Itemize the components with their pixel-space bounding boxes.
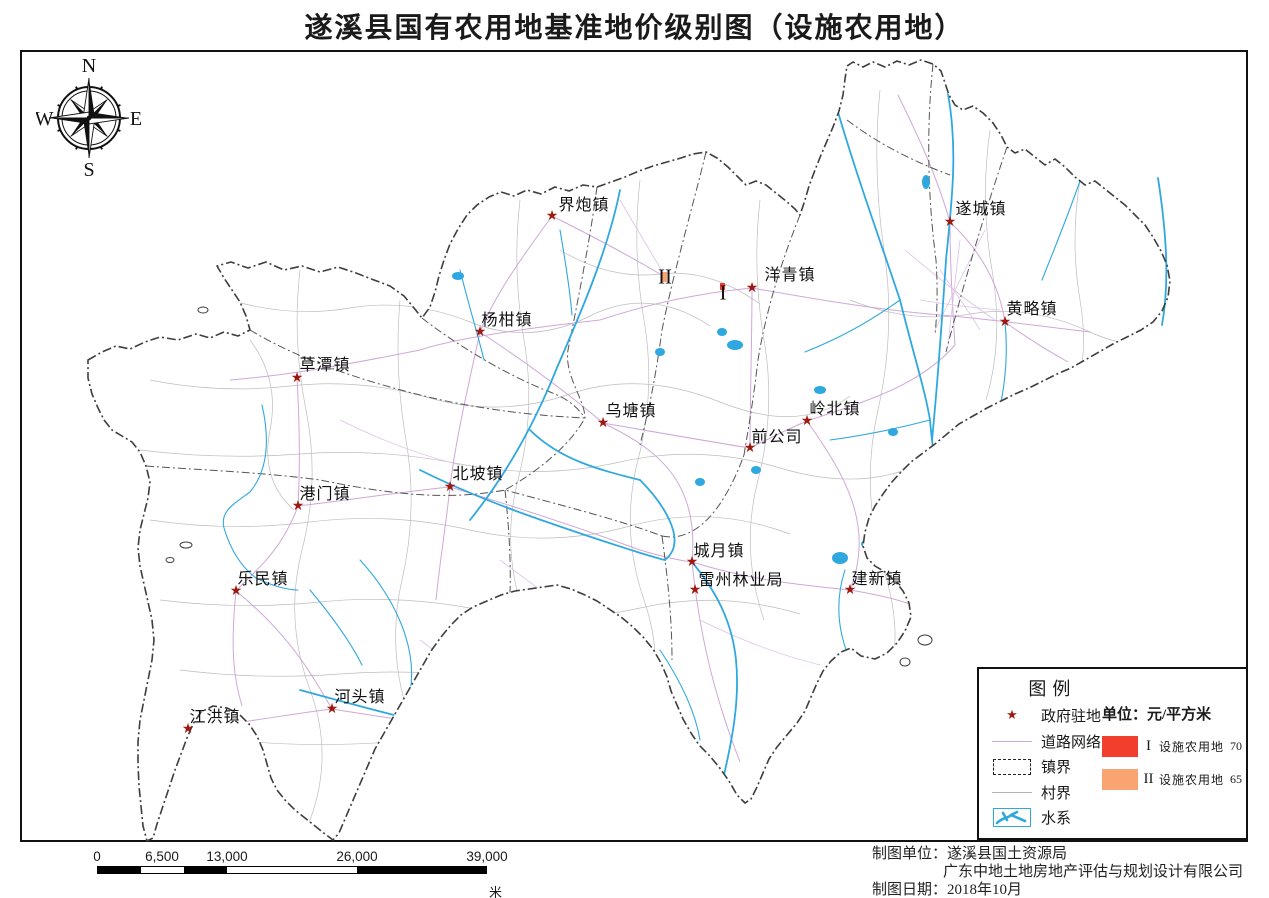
town-label: 草潭镇 [299,357,351,374]
legend-row-label: 水系 [1041,811,1072,828]
town-label: 黄略镇 [1006,301,1058,318]
scale-bar-strip: 米 [97,866,502,898]
town-label: 乌塘镇 [605,403,657,420]
legend-price-column: 单位：元/平方米 I 设施农用地 70 II 设施农用地 65 [1102,703,1242,790]
government-seat-star-icon: ★ [291,498,305,514]
scale-bar-tick-label: 26,000 [336,849,378,864]
legend-row-label: 道路网络 [1041,734,1102,751]
maker-label: 制图单位： [872,846,948,862]
page-title: 遂溪县国有农用地基准地价级别图（设施农用地） [304,13,965,44]
government-seat-star-icon: ★ [545,208,559,224]
legend-row-label: 政府驻地 [1041,709,1102,726]
legend-row-label: 镇界 [1041,760,1072,777]
price-zone-numeral: I [719,280,727,305]
government-seat-star-icon: ★ [998,314,1012,330]
scale-bar-unit: 米 [489,885,503,898]
government-seat-star-icon: ★ [290,370,304,386]
government-seat-star-icon: ★ [800,413,814,429]
government-seat-star-icon: ★ [473,324,487,340]
town-label: 前公司 [751,429,803,446]
legend: 图例 ★ 政府驻地道路网络镇界村界水系 单位：元/平方米 I 设施农用地 70 II 设施… [977,667,1248,840]
government-seat-star-icon: ★ [325,701,339,717]
town-label: 建新镇 [851,571,903,588]
legend-road-line-icon [992,740,1032,742]
price-zone-numeral: II [658,264,672,289]
price-zone-patch [662,272,667,282]
town-label: 港门镇 [299,486,351,503]
legend-symbol-column: ★ 政府驻地道路网络镇界村界水系 [991,703,1111,831]
price-level-value: 70 [1230,739,1242,753]
price-level-numeral: I [1145,738,1151,754]
government-seat-star-icon: ★ [596,415,610,431]
legend-row-road: 道路网络 [991,729,1111,755]
credits: 制图单位：遂溪县国土资源局 广东中地土地房地产评估与规划设计有限公司 制图日期：… [872,845,1243,898]
government-seat-star-icon: ★ [688,582,702,598]
legend-row-village-boundary: 村界 [991,780,1111,806]
date-label: 制图日期： [872,882,948,898]
map-date: 2018年10月 [947,882,1023,898]
government-seat-star-icon: ★ [843,582,857,598]
government-seat-star-icon: ★ [685,554,699,570]
compass-e: E [130,108,142,130]
price-level-label: 设施农用地 [1158,740,1224,754]
town-label: 杨柑镇 [481,312,533,329]
compass-s: S [83,159,94,181]
compass-ticks [57,86,121,150]
town-label: 遂城镇 [955,201,1007,218]
scale-bar-segment [98,867,142,873]
legend-unit-label: 单位：元/平方米 [1102,707,1212,723]
government-seat-star-icon: ★ [943,214,957,230]
town-label: 河头镇 [334,689,386,706]
scale-bar-tick-label: 0 [93,849,101,864]
government-seat-star-icon: ★ [443,479,457,495]
price-zone-patch [720,283,725,290]
maker-name-2: 广东中地土地房地产评估与规划设计有限公司 [943,864,1244,880]
town-label: 北坡镇 [452,466,504,483]
legend-price-level-II: II 设施农用地 65 [1102,769,1242,790]
legend-row-gov: ★ 政府驻地 [991,703,1111,729]
price-level-value: 65 [1230,772,1242,786]
scale-bar-segment [356,867,486,873]
town-label: 城月镇 [693,543,745,560]
legend-row-water: 水系 [991,805,1111,831]
legend-row-label: 村界 [1041,785,1072,802]
price-level-swatch [1102,736,1138,757]
compass-w: W [36,108,54,130]
legend-price-level-I: I 设施农用地 70 [1102,736,1242,757]
legend-water-icon [993,808,1031,828]
legend-town-boundary-icon [993,758,1031,775]
price-level-swatch [1102,769,1138,790]
legend-row-town-boundary: 镇界 [991,754,1111,780]
scale-bar-tick-label: 39,000 [466,849,508,864]
town-label: 界炮镇 [558,197,610,214]
town-label: 洋青镇 [764,267,816,284]
scale-bar-segment [227,867,357,873]
compass-rose: N S W E [36,55,142,181]
government-seat-star-icon: ★ [181,721,195,737]
scale-bar: 0 6,500 13,000 26,000 39,000 米 [93,849,507,898]
price-level-label: 设施农用地 [1158,773,1224,787]
town-label: 乐民镇 [237,571,289,588]
price-level-numeral: II [1143,771,1154,787]
scale-bar-tick-label: 6,500 [145,849,179,864]
government-seat-star-icon: ★ [229,583,243,599]
government-seat-star-icon: ★ [743,440,757,456]
maker-name: 遂溪县国土资源局 [947,846,1068,862]
government-seat-star-icon: ★ [745,280,759,296]
scale-bar-segment [184,867,228,873]
legend-village-boundary-icon [992,791,1032,793]
legend-title: 图例 [1028,679,1077,699]
compass-n: N [82,55,96,77]
town-label: 岭北镇 [809,401,861,418]
town-label: 江洪镇 [189,709,241,726]
town-label: 雷州林业局 [698,572,784,589]
legend-star-icon: ★ [1006,708,1018,724]
scale-bar-segment [141,867,185,873]
scale-bar-tick-label: 13,000 [206,849,248,864]
